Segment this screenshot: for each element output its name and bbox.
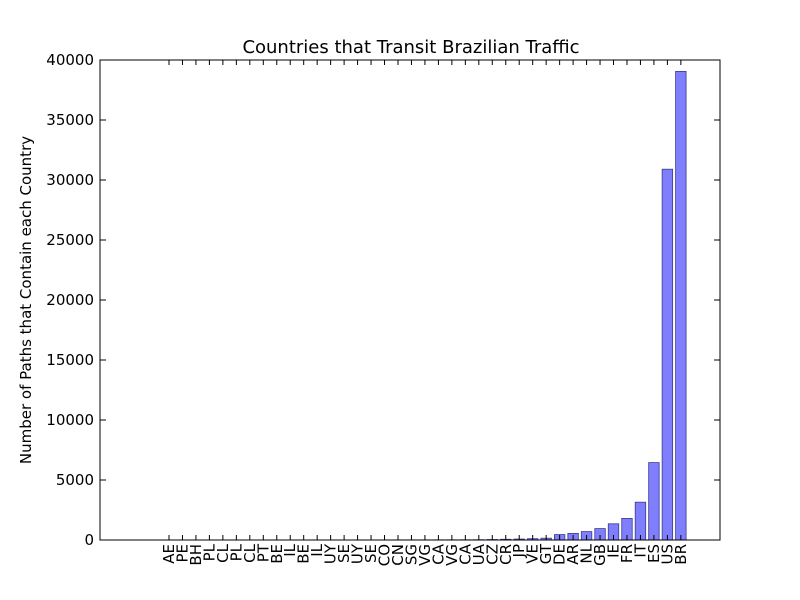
x-tick-label: CA [429,543,447,564]
bar-us-37 [661,168,674,541]
x-tick-label: ES [645,544,663,563]
x-tick-label: BE [295,544,313,564]
x-tick-label: UA [470,543,488,565]
x-tick-label: FR [618,544,636,563]
x-tick-label: JP [510,544,528,558]
x-tick-label: CA [456,543,474,564]
y-axis-label: Number of Paths that Contain each Countr… [17,136,35,464]
y-ticks: 0 5000 10000 15000 20000 25000 30000 35000 40000 [46,51,720,549]
x-tick-label: DE [551,544,569,565]
x-tick-label: PL [200,543,218,561]
x-tick-label: IT [631,543,649,557]
y-tick-label: 0 [84,531,94,549]
x-tick-label: BE [268,544,286,564]
y-tick-label: 10000 [46,411,94,429]
bar-it-35 [634,501,647,541]
x-tick-label: IE [605,544,623,558]
x-tick-label: CR [497,544,515,565]
x-tick-label: VG [443,544,461,566]
x-tick-label: IL [308,543,326,556]
x-tick-label: VG [416,544,434,566]
x-tick-label: US [658,544,676,565]
x-tick-label: SE [362,544,380,563]
y-tick-label: 30000 [46,171,94,189]
y-tick-label: 35000 [46,111,94,129]
x-ticks: AEPEBHPLCLPLCLPTBEILBEILUYSEUYSECOCNSGVG… [160,60,690,566]
x-tick-label: VE [524,544,542,564]
x-tick-label: CL [241,543,259,562]
x-tick-label: CO [376,544,394,566]
x-tick-label: IL [281,543,299,556]
x-tick-label: NL [578,543,596,563]
y-tick-label: 15000 [46,351,94,369]
x-tick-label: GB [591,544,609,566]
x-tick-label: PL [227,543,245,561]
x-tick-label: UY [349,543,367,564]
x-tick-label: UY [322,543,340,564]
x-tick-label: CN [389,544,407,566]
x-tick-label: BR [672,544,690,565]
y-tick-label: 25000 [46,231,94,249]
x-tick-label: SG [402,544,420,565]
bars-group [163,71,687,541]
y-tick-label: 40000 [46,51,94,69]
x-tick-label: SE [335,544,353,563]
x-tick-label: PE [173,544,191,563]
y-tick-label: 5000 [56,471,94,489]
x-tick-label: BH [187,544,205,566]
plot-frame [99,59,721,541]
bar-es-36 [648,462,660,541]
y-tick-label: 20000 [46,291,94,309]
x-tick-label: CL [214,543,232,562]
x-tick-label: GT [537,543,555,564]
x-tick-label: CZ [483,544,501,565]
x-tick-label: PT [254,543,272,562]
x-tick-label: AR [564,544,582,565]
chart-title: Countries that Transit Brazilian Traffic [242,37,579,58]
x-tick-label: AE [160,544,178,564]
bar-br-38 [675,71,687,541]
